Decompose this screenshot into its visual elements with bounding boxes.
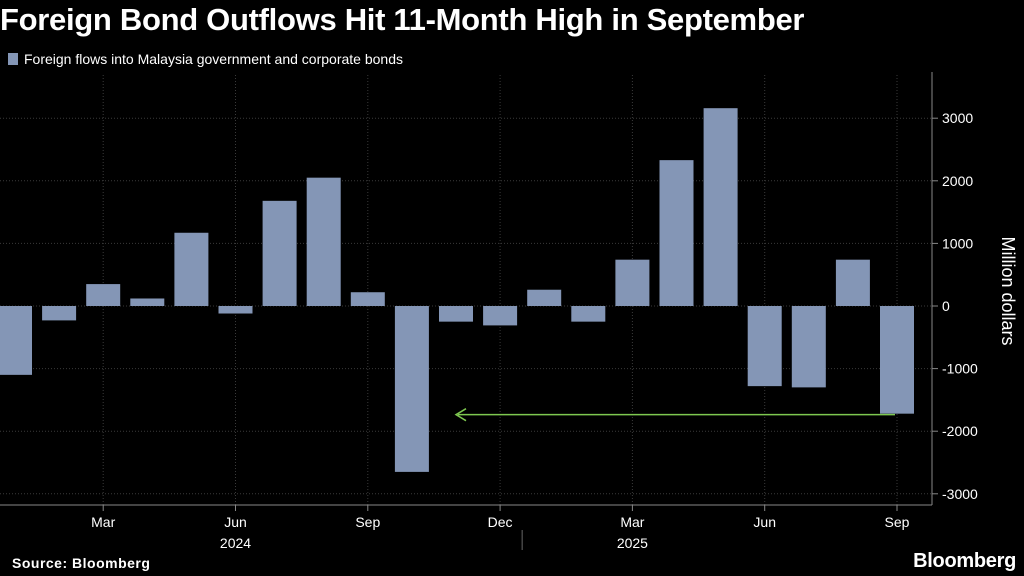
year-label: 2025 (617, 535, 648, 551)
bar-2024-01 (0, 306, 32, 375)
y-tick-label: -3000 (942, 486, 978, 502)
bar-2024-09 (350, 292, 385, 306)
bar-2024-05 (174, 232, 209, 306)
x-tick-label: Jun (753, 514, 776, 530)
y-tick-label: -1000 (942, 361, 978, 377)
bar-2025-04 (659, 160, 694, 306)
x-tick-label: Jun (224, 514, 247, 530)
bar-2025-08 (835, 259, 870, 306)
bar-2024-02 (42, 306, 77, 321)
bar-2025-01 (527, 289, 562, 306)
y-tick-label: -2000 (942, 423, 978, 439)
y-axis: -3000 -2000 -1000 0 1000 2000 3000 (931, 72, 978, 505)
year-label: 2024 (220, 535, 251, 551)
bar-2024-04 (130, 298, 165, 306)
bars (0, 108, 914, 472)
bar-2024-06 (218, 306, 253, 314)
bar-2025-07 (791, 306, 826, 388)
bar-2024-08 (306, 177, 341, 306)
y-tick-label: 2000 (942, 173, 973, 189)
x-axis: Mar Jun Sep Dec Mar Jun Sep 2024 2025 (0, 504, 932, 551)
bar-2024-07 (262, 200, 297, 306)
legend: Foreign flows into Malaysia government a… (8, 51, 403, 67)
bar-2025-06 (747, 306, 782, 387)
x-tick-label: Mar (620, 514, 644, 530)
legend-swatch (8, 53, 18, 65)
source-note: Source: Bloomberg (12, 555, 151, 571)
annotation-arrow-head (454, 408, 467, 422)
bar-2025-03 (615, 259, 650, 306)
y-tick-label: 0 (942, 298, 950, 314)
y-tick-label: 1000 (942, 235, 973, 251)
bloomberg-logo: Bloomberg (913, 550, 1016, 572)
x-tick-label: Dec (488, 514, 513, 530)
x-tick-label: Sep (355, 514, 380, 530)
x-tick-label: Sep (885, 514, 910, 530)
legend-label: Foreign flows into Malaysia government a… (24, 51, 403, 67)
bar-2025-05 (703, 108, 738, 307)
bar-2025-02 (571, 306, 606, 322)
bar-2025-09 (880, 306, 914, 414)
chart-title: Foreign Bond Outflows Hit 11-Month High … (0, 2, 805, 37)
x-tick-label: Mar (91, 514, 115, 530)
bar-2024-10 (394, 306, 429, 472)
annotation-layer (454, 408, 895, 422)
y-axis-label: Million dollars (998, 236, 1018, 345)
bar-2024-03 (86, 284, 121, 306)
bar-2024-12 (483, 306, 518, 326)
bar-2024-11 (439, 306, 473, 322)
gridlines (0, 75, 932, 505)
y-tick-label: 3000 (942, 110, 973, 126)
